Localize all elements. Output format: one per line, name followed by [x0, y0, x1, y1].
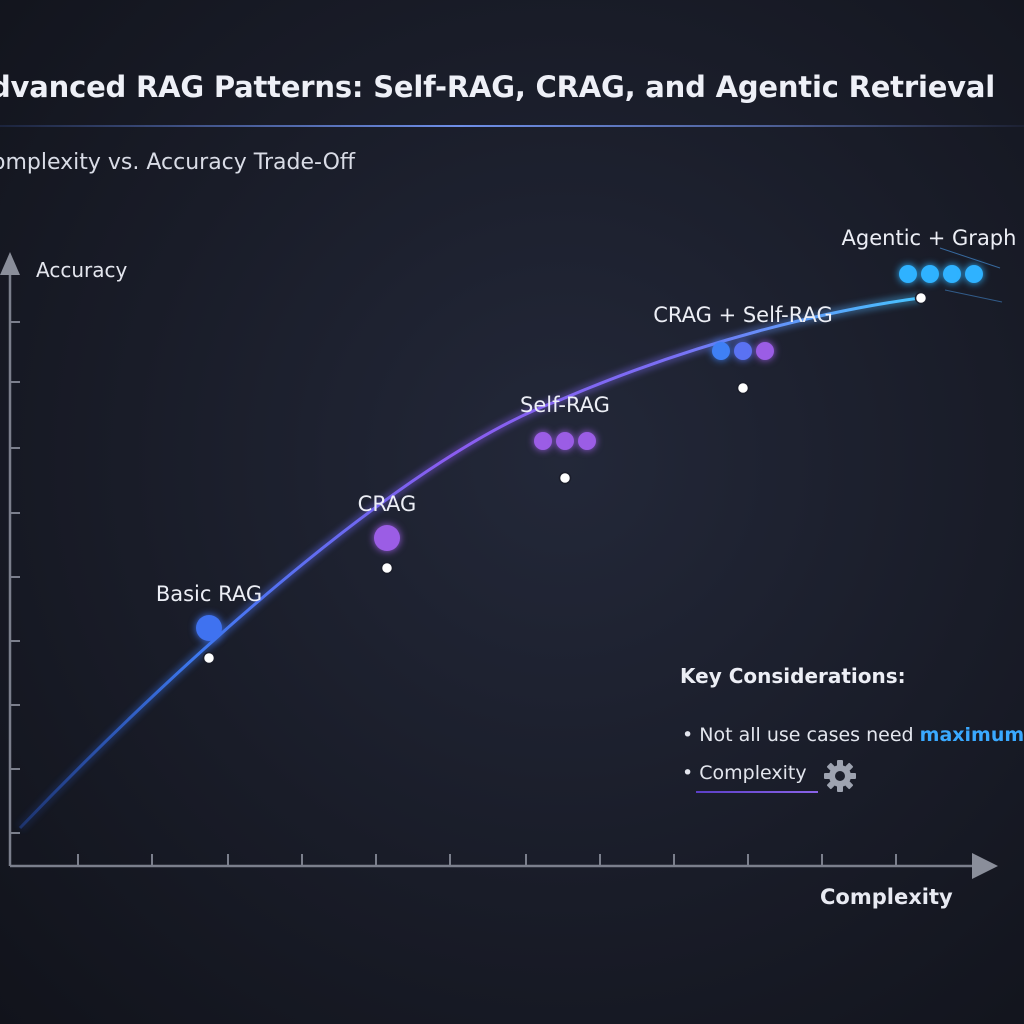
marker-crag-self-rag — [734, 342, 752, 360]
marker-agentic-graph — [921, 265, 939, 283]
bullet: • — [682, 762, 694, 784]
data-point-basic-rag — [202, 651, 216, 665]
note-highlight: maximum a — [919, 724, 1024, 746]
marker-crag-self-rag — [712, 342, 730, 360]
data-point-agentic-graph — [914, 291, 928, 305]
point-label-crag: CRAG — [358, 492, 417, 516]
marker-crag-self-rag — [756, 342, 774, 360]
marker-self-rag — [534, 432, 552, 450]
note-item-maximum: • Not all use cases need maximum a — [682, 724, 1024, 746]
point-label-agentic-graph: Agentic + Graph — [842, 226, 1017, 250]
y-axis — [0, 252, 20, 866]
point-label-basic-rag: Basic RAG — [156, 582, 262, 606]
point-label-crag-self-rag: CRAG + Self-RAG — [653, 303, 833, 327]
data-point-crag-self-rag — [736, 381, 750, 395]
marker-basic-rag — [196, 615, 222, 641]
data-point-self-rag — [558, 471, 572, 485]
marker-self-rag — [556, 432, 574, 450]
notes-heading: Key Considerations: — [680, 664, 906, 688]
x-axis — [10, 853, 998, 879]
marker-agentic-graph — [965, 265, 983, 283]
x-axis-label: Complexity — [820, 885, 953, 909]
complexity-underline — [696, 791, 818, 793]
point-label-self-rag: Self-RAG — [520, 393, 610, 417]
series-line — [18, 296, 921, 830]
note-text: Complexity — [699, 762, 807, 784]
note-item-complexity: • Complexity — [682, 762, 807, 784]
title-divider — [0, 125, 1024, 127]
marker-agentic-graph — [899, 265, 917, 283]
data-point-crag — [380, 561, 394, 575]
marker-self-rag — [578, 432, 596, 450]
gear-icon — [824, 760, 856, 792]
chart-subtitle: omplexity vs. Accuracy Trade-Off — [0, 150, 356, 175]
marker-crag — [374, 525, 400, 551]
bullet: • — [682, 724, 694, 746]
note-text: Not all use cases need — [699, 724, 920, 746]
y-axis-label: Accuracy — [36, 258, 127, 282]
page-title: dvanced RAG Patterns: Self-RAG, CRAG, an… — [0, 70, 995, 104]
marker-agentic-graph — [943, 265, 961, 283]
